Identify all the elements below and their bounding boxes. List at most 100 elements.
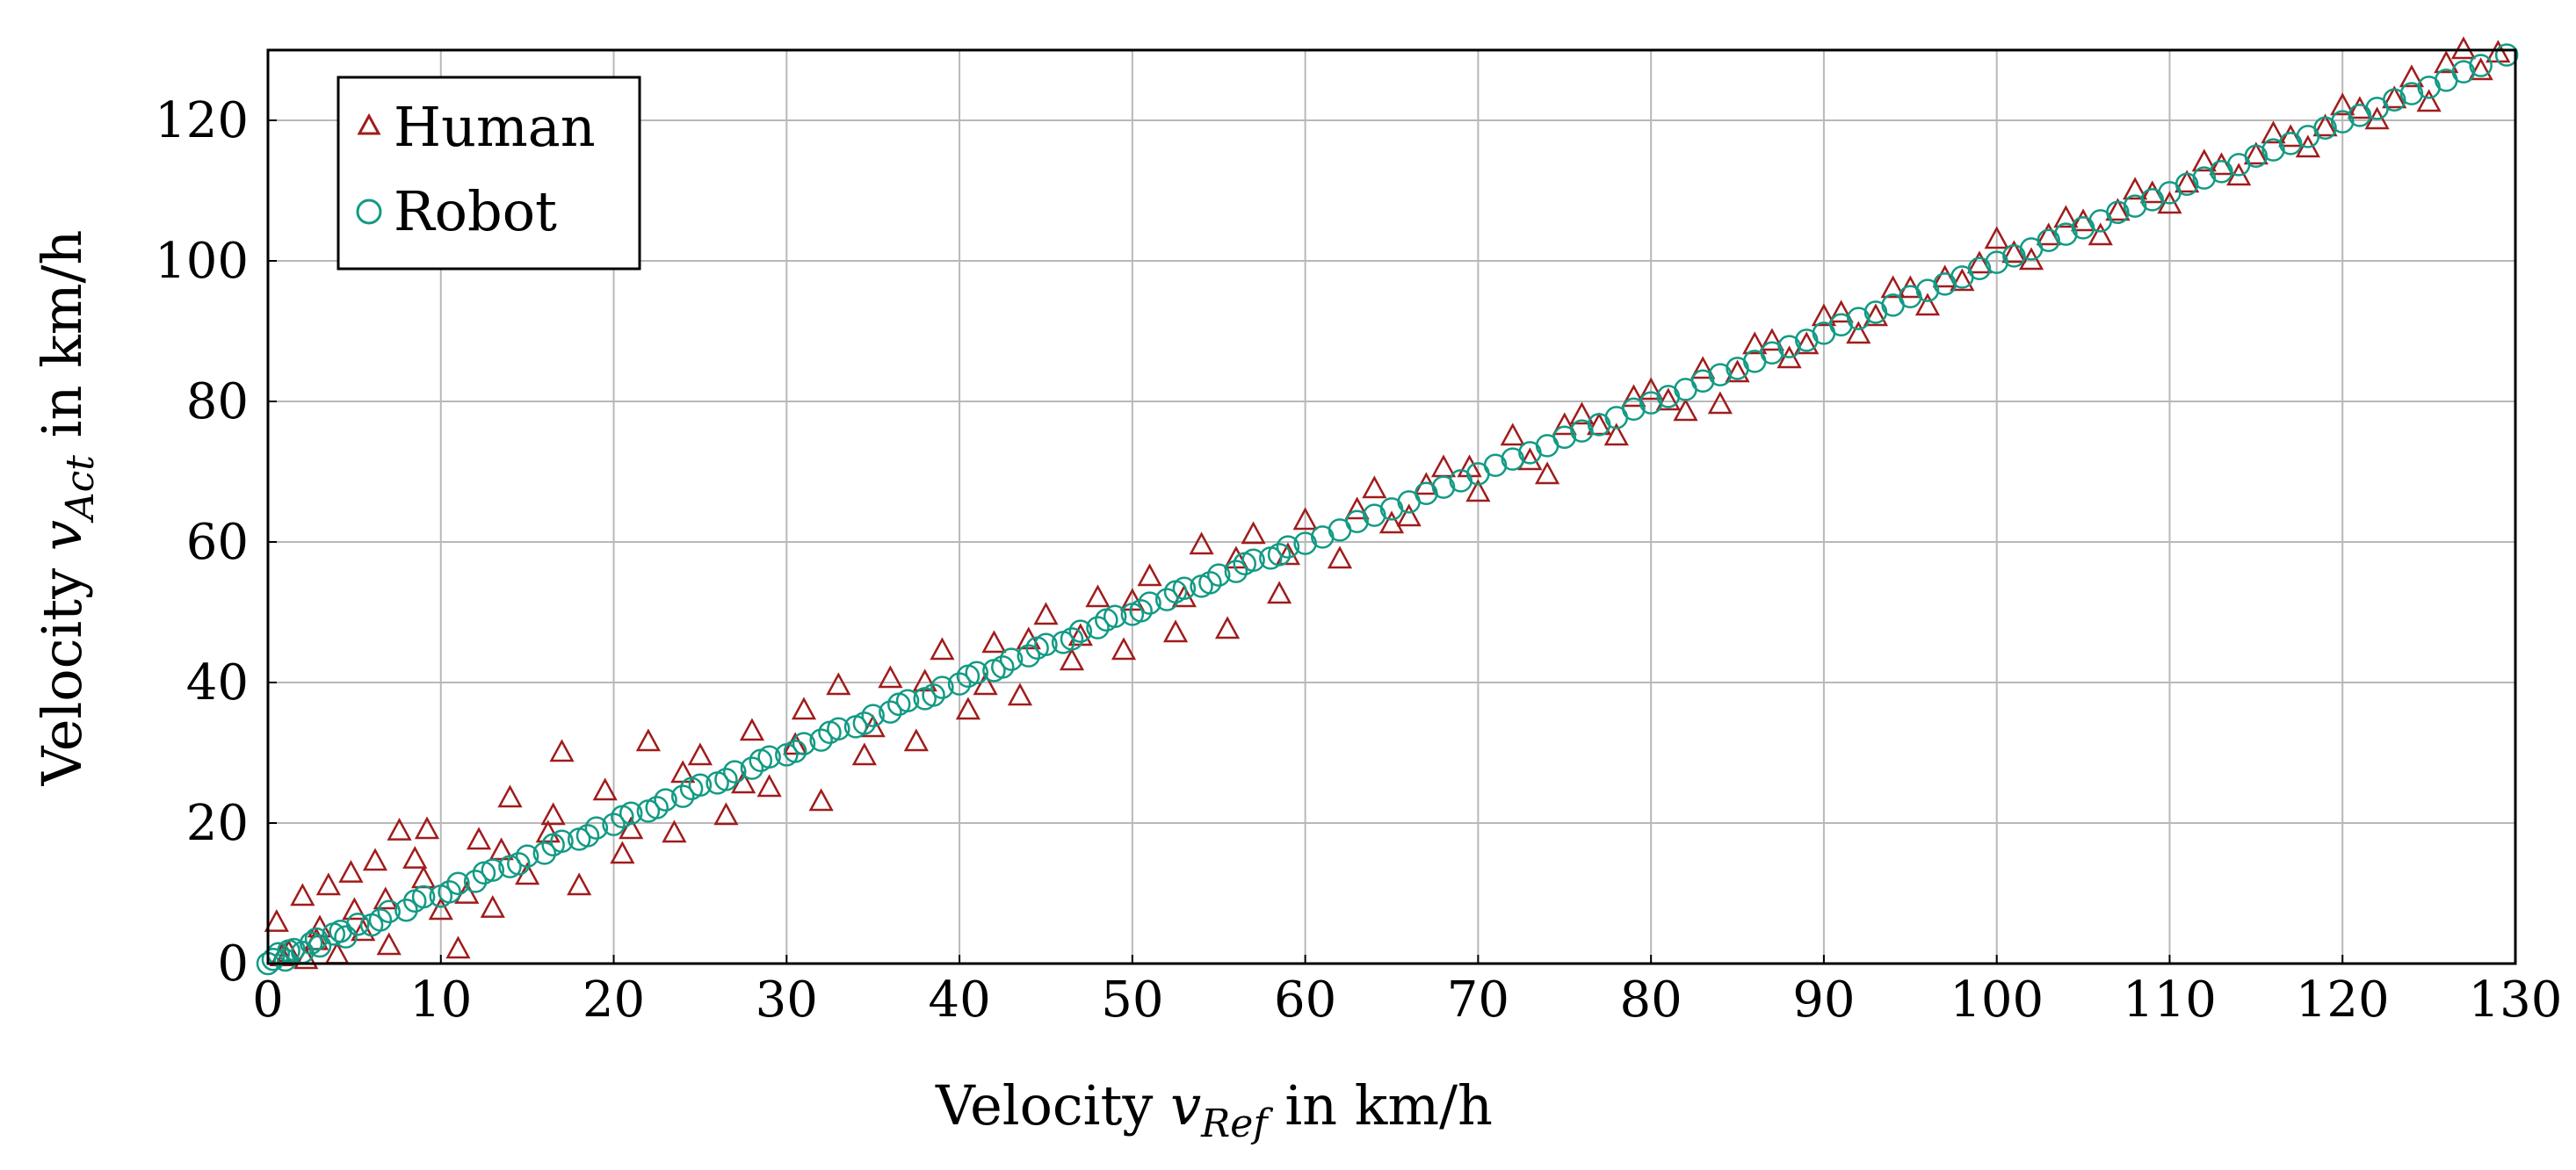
- robot-point: [723, 760, 747, 784]
- human-point: [2450, 36, 2477, 60]
- human-point: [903, 728, 929, 752]
- human-point: [610, 841, 635, 864]
- human-point: [567, 872, 592, 896]
- y-axis-label-var: v: [30, 520, 94, 551]
- robot-point: [507, 852, 531, 876]
- robot-point: [1017, 644, 1041, 668]
- human-point: [1362, 475, 1387, 499]
- human-point: [2330, 92, 2355, 116]
- robot-point: [879, 700, 902, 724]
- human-point: [362, 848, 388, 871]
- human-point: [1707, 391, 1733, 415]
- x-tick-label: 10: [409, 971, 472, 1029]
- robot-point: [515, 844, 539, 868]
- human-point: [497, 784, 523, 808]
- robot-point: [991, 655, 1015, 679]
- x-axis-label-var: v: [1170, 1073, 1201, 1138]
- human-point: [466, 827, 492, 850]
- human-point: [376, 932, 402, 956]
- robot-point: [2054, 222, 2078, 246]
- human-point: [1932, 264, 1957, 288]
- robot-point: [1267, 543, 1292, 567]
- robot-point: [999, 647, 1024, 671]
- y-axis-label: Velocity vAct in km/h: [30, 230, 103, 787]
- robot-point: [2037, 228, 2060, 253]
- human-point: [1275, 542, 1301, 566]
- human-point: [1137, 563, 1162, 587]
- human-point: [713, 802, 739, 826]
- robot-point: [1985, 250, 2008, 274]
- x-tick-label: 60: [1274, 971, 1336, 1029]
- human-point: [756, 774, 782, 798]
- robot-point: [277, 939, 300, 963]
- robot-point: [438, 880, 461, 904]
- robot-point: [852, 711, 877, 735]
- human-point: [315, 872, 341, 896]
- robot-point: [922, 683, 945, 707]
- robot-point: [1933, 272, 1957, 296]
- human-point: [414, 816, 440, 840]
- robot-point: [2002, 244, 2026, 268]
- robot-point: [1206, 563, 1231, 587]
- robot-point: [1483, 453, 1508, 478]
- human-point: [851, 742, 877, 766]
- human-point: [2312, 113, 2338, 137]
- robot-point: [1095, 608, 1118, 632]
- robot-point: [1570, 419, 1594, 443]
- robot-point: [403, 889, 427, 914]
- legend-human-label: Human: [394, 95, 596, 159]
- robot-point: [2174, 172, 2199, 197]
- legend-box: [336, 76, 641, 271]
- human-point: [2278, 124, 2304, 148]
- robot-point: [861, 704, 885, 727]
- human-point: [860, 714, 886, 738]
- robot-point: [368, 908, 393, 932]
- robot-point: [1690, 369, 1715, 394]
- human-point: [338, 859, 364, 883]
- x-tick-label: 120: [2296, 971, 2390, 1029]
- human-point: [480, 894, 505, 918]
- legend-robot-circle-icon: [356, 199, 382, 225]
- human-point: [428, 897, 453, 921]
- y-tick-label: 0: [217, 935, 249, 993]
- robot-point: [329, 919, 352, 943]
- human-point: [1587, 412, 1612, 436]
- human-point: [2070, 208, 2096, 232]
- robot-point: [1829, 313, 1853, 337]
- human-point: [1214, 616, 1241, 639]
- human-point: [1007, 682, 1033, 706]
- human-point: [878, 665, 903, 689]
- human-point: [981, 630, 1007, 654]
- y-axis-label-sub: Act: [58, 455, 103, 524]
- robot-point: [783, 740, 807, 763]
- robot-point: [472, 861, 496, 885]
- human-point: [2105, 198, 2131, 221]
- robot-point: [654, 788, 677, 812]
- human-point: [808, 788, 834, 812]
- robot-point: [2417, 76, 2441, 99]
- x-axis-label-prefix: Velocity: [935, 1073, 1170, 1138]
- robot-point: [1639, 391, 1663, 415]
- human-point: [290, 883, 315, 906]
- robot-point: [2140, 188, 2165, 212]
- robot-point: [2313, 116, 2337, 141]
- robot-point: [1060, 627, 1084, 651]
- human-point: [2434, 50, 2459, 74]
- robot-point: [809, 728, 833, 752]
- human-point: [2191, 148, 2217, 172]
- robot-point: [2494, 43, 2519, 67]
- x-tick-label: 30: [756, 971, 818, 1029]
- y-tick-label: 40: [186, 654, 249, 711]
- robot-point: [1154, 588, 1179, 611]
- robot-point: [1025, 636, 1049, 661]
- robot-point: [1899, 285, 1922, 309]
- y-axis-ticks: 0 20 40 60 80 100 120: [155, 92, 277, 993]
- robot-point: [2123, 194, 2147, 218]
- human-point: [342, 897, 367, 921]
- y-tick-label: 120: [155, 92, 249, 149]
- robot-point: [1552, 425, 1577, 450]
- robot-point: [930, 675, 954, 699]
- human-point: [1966, 250, 1993, 274]
- robot-point: [602, 812, 626, 836]
- robot-point: [1345, 509, 1369, 534]
